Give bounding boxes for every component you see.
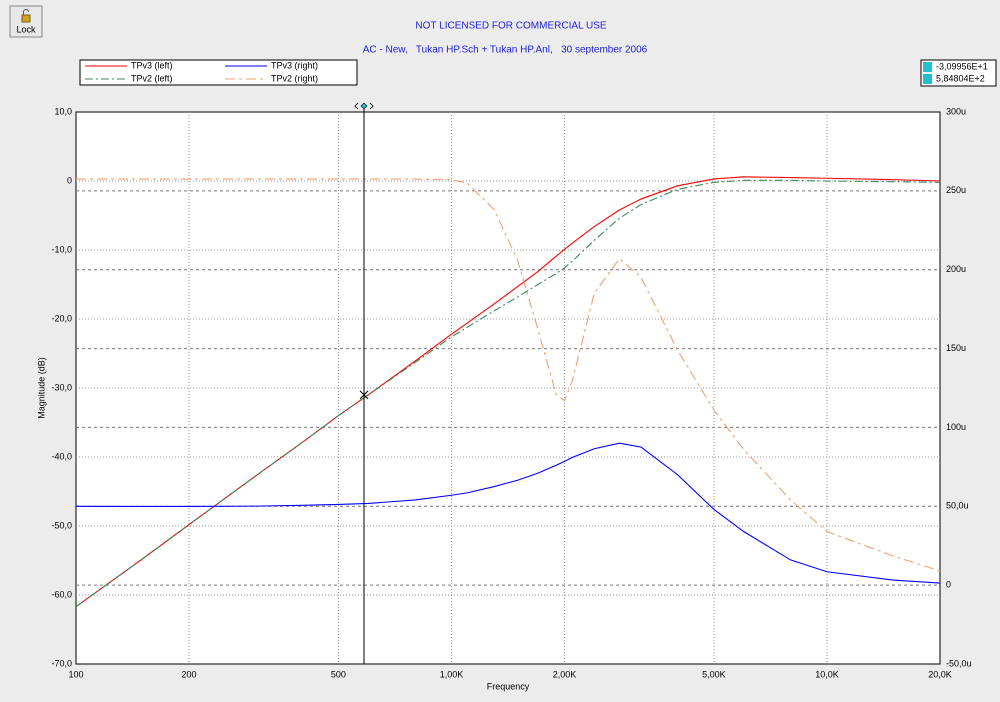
readout-x-swatch — [923, 74, 932, 84]
readout-y-swatch — [923, 62, 932, 72]
cursor-handle — [360, 102, 368, 110]
y2-tick-label: 50,0u — [946, 501, 969, 511]
series-line — [76, 178, 941, 572]
y-tick-label: -10,0 — [51, 244, 72, 254]
y-tick-label: -40,0 — [51, 451, 72, 461]
y-tick-label: -50,0 — [51, 520, 72, 530]
y2-tick-label: 200u — [946, 264, 966, 274]
lock-icon — [21, 14, 31, 23]
x-tick-label: 100 — [68, 669, 83, 679]
series-line — [75, 176, 941, 608]
x-tick-label: 200 — [182, 669, 197, 679]
y2-tick-label: 150u — [946, 343, 966, 353]
y2-tick-label: -50,0u — [946, 658, 972, 668]
series-line — [75, 442, 941, 584]
x-tick-label: 2,00K — [553, 669, 577, 679]
legend-label: TPv2 (right) — [271, 73, 318, 83]
readout-box — [920, 59, 997, 87]
legend-box — [79, 59, 358, 86]
y2-tick-label: 250u — [946, 185, 966, 195]
legend-label: TPv3 (right) — [271, 60, 318, 70]
x-tick-label: 500 — [331, 669, 346, 679]
lock-label: Lock — [16, 24, 36, 34]
y2-tick-label: 100u — [946, 422, 966, 432]
chart-subtitle: AC - New, Tukan HP.Sch + Tukan HP.Anl, 3… — [363, 45, 648, 56]
x-axis-label: Frequency — [487, 681, 530, 691]
cursor-cross — [359, 390, 369, 400]
y-tick-label: -60,0 — [51, 589, 72, 599]
y-axis-label: Magnitude (dB) — [36, 357, 46, 419]
x-tick-label: 20,0K — [928, 669, 952, 679]
lock-shackle — [23, 9, 29, 15]
cursor-readout: -3,09956E+1 5,84804E+2 — [920, 59, 997, 87]
y2-tick-label: 0 — [946, 580, 951, 590]
y-tick-label: -20,0 — [51, 313, 72, 323]
cursor-arrows — [354, 102, 374, 110]
lock-button[interactable]: Lock — [9, 5, 43, 38]
y-tick-label: -70,0 — [51, 658, 72, 668]
x-tick-label: 10,0K — [815, 669, 839, 679]
legend-label: TPv2 (left) — [131, 73, 173, 83]
y-tick-label: 0 — [67, 175, 72, 185]
legend-label: TPv3 (left) — [131, 60, 173, 70]
readout-y: -3,09956E+1 — [936, 61, 988, 71]
series-line — [75, 179, 941, 608]
y-tick-label: 10,0 — [54, 106, 72, 116]
y-tick-label: -30,0 — [51, 382, 72, 392]
readout-x: 5,84804E+2 — [936, 73, 985, 83]
x-tick-label: 5,00K — [702, 669, 726, 679]
y2-tick-label: 300u — [946, 106, 966, 116]
chart-title: NOT LICENSED FOR COMMERCIAL USE — [415, 21, 606, 32]
x-tick-label: 1,00K — [440, 669, 464, 679]
